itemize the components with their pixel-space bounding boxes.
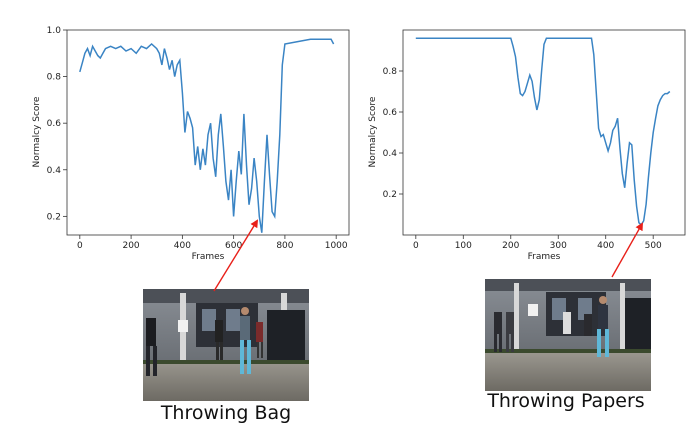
y-tick-label: 0.2 (383, 190, 397, 200)
plot-frame-right (402, 29, 686, 236)
x-axis-label-right: Frames (528, 252, 561, 262)
y-ticks-left: 0.2 0.4 0.6 0.8 1.0 (47, 26, 67, 222)
scene-image-throwing-papers (485, 279, 651, 391)
chart-left: 0.2 0.4 0.6 0.8 1.0 0 200 400 600 800 1000 Frames… (32, 26, 350, 262)
x-tick-label: 400 (597, 241, 614, 251)
y-tick-label: 0.4 (383, 149, 398, 159)
scene-image-throwing-bag (143, 289, 309, 401)
y-tick-label: 0.6 (47, 119, 62, 129)
y-tick-label: 0.8 (383, 67, 398, 77)
x-tick-label: 1000 (325, 241, 348, 251)
series-line-left (79, 38, 335, 233)
x-tick-label: 100 (455, 241, 472, 251)
y-tick-label: 0.8 (47, 73, 62, 83)
y-tick-label: 0.4 (47, 166, 62, 176)
y-tick-label: 1.0 (47, 26, 62, 36)
caption-throwing-papers: Throwing Papers (486, 390, 644, 412)
arrow-right (611, 222, 643, 278)
x-tick-label: 300 (550, 241, 567, 251)
x-tick-label: 0 (413, 241, 419, 251)
x-axis-label-left: Frames (192, 252, 225, 262)
y-axis-label-right: Normalcy Score (368, 96, 378, 167)
x-tick-label: 0 (77, 241, 83, 251)
x-tick-label: 800 (276, 241, 293, 251)
y-axis-label-left: Normalcy Score (32, 96, 42, 167)
x-tick-label: 400 (174, 241, 191, 251)
y-tick-label: 0.6 (383, 108, 398, 118)
arrow-left (213, 219, 259, 292)
x-tick-label: 500 (645, 241, 662, 251)
x-tick-label: 200 (502, 241, 519, 251)
caption-throwing-bag: Throwing Bag (160, 402, 291, 424)
plot-frame-left (66, 29, 350, 236)
chart-right: 0.2 0.4 0.6 0.8 0 100 200 300 400 500 Frames Nor… (368, 29, 686, 262)
y-tick-label: 0.2 (47, 212, 61, 222)
series-line-right (415, 37, 671, 226)
x-ticks-right: 0 100 200 300 400 500 (413, 235, 662, 251)
x-tick-label: 200 (122, 241, 139, 251)
x-tick-label: 600 (225, 241, 242, 251)
x-ticks-left: 0 200 400 600 800 1000 (77, 235, 348, 251)
y-ticks-right: 0.2 0.4 0.6 0.8 (383, 67, 403, 200)
